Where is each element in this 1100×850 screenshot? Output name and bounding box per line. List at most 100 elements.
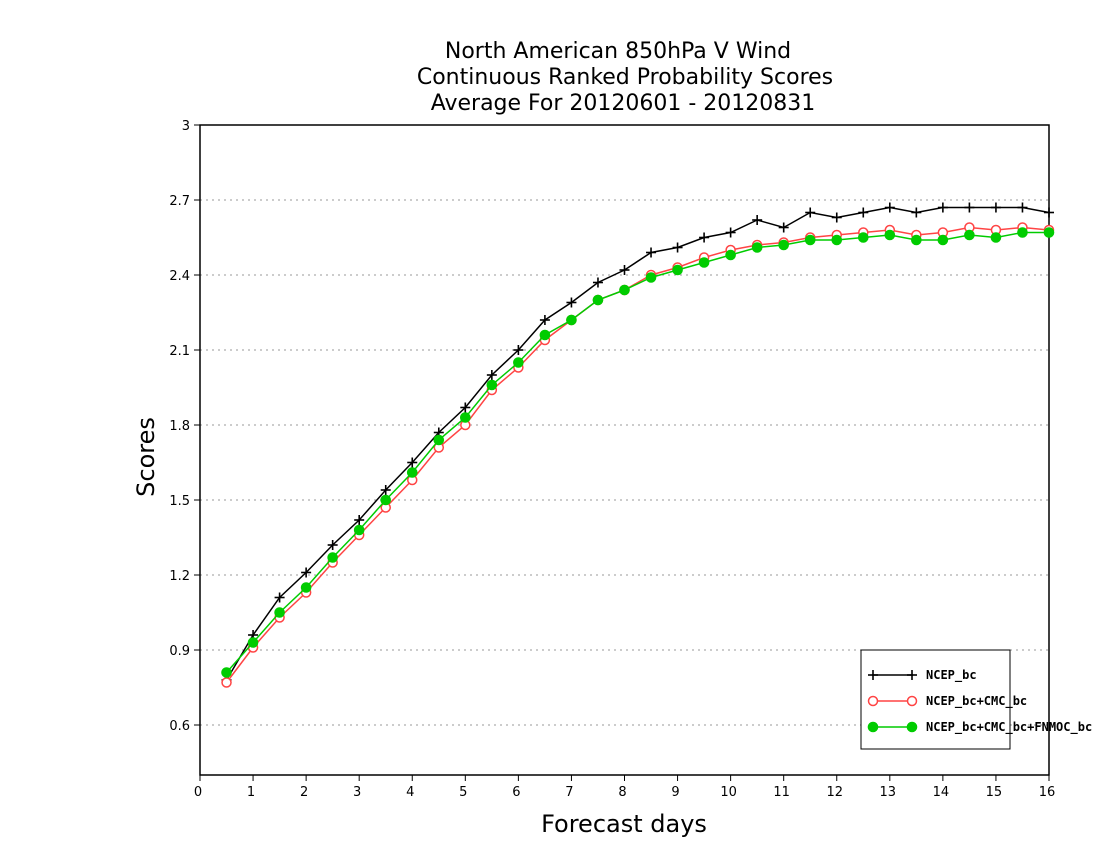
data-point-filled-circle bbox=[300, 582, 312, 593]
data-point-filled-circle bbox=[964, 229, 975, 241]
x-tick-label: 11 bbox=[773, 785, 790, 800]
data-point-filled-circle bbox=[274, 607, 285, 618]
data-point-plus bbox=[868, 670, 878, 680]
data-point-filled-circle bbox=[1043, 227, 1055, 238]
data-point-plus bbox=[831, 212, 842, 223]
data-point-filled-circle bbox=[645, 272, 657, 283]
chart-title: North American 850hPa V Wind Continuous … bbox=[417, 39, 833, 116]
title-line-2: Continuous Ranked Probability Scores bbox=[417, 65, 833, 90]
series-line bbox=[225, 231, 1049, 673]
x-tick-label: 2 bbox=[300, 785, 308, 800]
data-point-filled-circle bbox=[433, 434, 445, 446]
x-tick-label: 5 bbox=[459, 785, 467, 800]
y-tick-label: 2.4 bbox=[169, 269, 190, 284]
legend: NCEP_bc NCEP_bc+CMC_bc NCEP_bc+CMC_bc+FNMO… bbox=[860, 649, 1092, 750]
x-tick-label: 16 bbox=[1039, 785, 1056, 800]
legend-items: NCEP_bc NCEP_bc+CMC_bc NCEP_bc+CMC_bc+FNMO… bbox=[867, 668, 1092, 735]
x-tick-label: 14 bbox=[933, 785, 950, 800]
y-tick-label: 2.7 bbox=[169, 194, 190, 209]
title-line-3: Average For 20120601 - 20120831 bbox=[431, 91, 816, 116]
series-line bbox=[225, 226, 1050, 683]
data-point-plus bbox=[911, 207, 922, 218]
data-point-filled-circle bbox=[221, 667, 232, 678]
x-tick-label: 12 bbox=[826, 785, 843, 800]
y-tick-label: 2.1 bbox=[169, 344, 190, 359]
data-point-filled-circle bbox=[831, 234, 843, 246]
data-point-filled-circle bbox=[990, 232, 1002, 243]
data-point-filled-circle bbox=[1017, 227, 1028, 238]
x-tick-label: 15 bbox=[986, 785, 1003, 800]
x-tick-label: 9 bbox=[671, 785, 679, 800]
data-point-plus bbox=[274, 592, 285, 603]
data-point-filled-circle bbox=[804, 234, 816, 246]
y-tick-label: 0.9 bbox=[169, 644, 190, 659]
y-axis-ticks: 0.6 0.9 1.2 1.5 1.8 2.1 2.4 2.7 3 bbox=[169, 119, 200, 734]
y-axis-label: Scores bbox=[132, 417, 160, 497]
data-point-filled-circle bbox=[906, 721, 918, 733]
series-1 bbox=[221, 222, 1055, 688]
x-tick-label: 8 bbox=[618, 785, 626, 800]
data-point-plus bbox=[592, 277, 603, 288]
x-tick-label: 4 bbox=[406, 785, 414, 800]
data-point-filled-circle bbox=[619, 284, 630, 296]
series-line bbox=[225, 206, 1050, 681]
data-point-filled-circle bbox=[867, 721, 879, 733]
series-layer bbox=[221, 202, 1055, 688]
data-point-plus bbox=[619, 265, 630, 275]
data-point-filled-circle bbox=[406, 467, 418, 478]
legend-label: NCEP_bc+CMC_bc+FNMOC_bc bbox=[926, 720, 1092, 735]
x-axis-ticks: 0 1 2 3 4 5 6 7 8 9 10 11 12 13 14 15 16 bbox=[194, 775, 1055, 800]
data-point-filled-circle bbox=[884, 229, 896, 241]
x-tick-label: 10 bbox=[720, 785, 737, 800]
data-point-plus bbox=[964, 202, 975, 213]
data-point-filled-circle bbox=[698, 257, 710, 268]
data-point-plus bbox=[646, 247, 657, 258]
data-point-plus bbox=[301, 567, 312, 578]
x-axis-label: Forecast days bbox=[541, 810, 707, 838]
data-point-open-circle bbox=[906, 695, 918, 707]
data-point-plus bbox=[407, 457, 418, 468]
x-tick-label: 0 bbox=[194, 785, 202, 800]
data-point-plus bbox=[858, 207, 869, 218]
x-tick-label: 1 bbox=[247, 785, 255, 800]
data-point-plus bbox=[699, 232, 710, 243]
series-0 bbox=[221, 202, 1054, 685]
legend-item: NCEP_bc bbox=[868, 668, 977, 683]
data-point-plus bbox=[380, 485, 391, 495]
data-point-plus bbox=[907, 670, 917, 680]
data-point-filled-circle bbox=[751, 242, 763, 253]
data-point-filled-circle bbox=[672, 264, 683, 276]
data-point-plus bbox=[486, 370, 497, 380]
legend-box bbox=[860, 649, 1011, 750]
data-point-plus bbox=[778, 222, 789, 233]
data-point-plus bbox=[672, 242, 683, 253]
title-line-1: North American 850hPa V Wind bbox=[445, 39, 791, 64]
y-tick-label: 3 bbox=[182, 119, 190, 134]
data-point-plus bbox=[513, 345, 524, 355]
data-point-filled-circle bbox=[327, 552, 338, 563]
data-point-plus bbox=[1044, 207, 1054, 218]
y-tick-label: 1.2 bbox=[169, 569, 190, 584]
data-point-filled-circle bbox=[566, 314, 577, 326]
data-point-filled-circle bbox=[778, 239, 789, 251]
data-point-filled-circle bbox=[937, 234, 949, 246]
y-tick-label: 0.6 bbox=[169, 719, 190, 734]
data-point-open-circle bbox=[221, 677, 232, 688]
x-tick-label: 3 bbox=[353, 785, 361, 800]
data-point-filled-circle bbox=[353, 524, 365, 536]
grid-lines bbox=[200, 199, 1049, 726]
data-point-plus bbox=[990, 202, 1001, 213]
data-point-plus bbox=[566, 297, 577, 308]
data-point-plus bbox=[327, 540, 338, 550]
data-point-plus bbox=[1017, 202, 1028, 213]
y-tick-label: 1.5 bbox=[169, 494, 190, 509]
data-point-filled-circle bbox=[380, 494, 392, 506]
y-tick-label: 1.8 bbox=[169, 419, 190, 434]
data-point-filled-circle bbox=[513, 357, 524, 368]
x-tick-label: 6 bbox=[512, 785, 520, 800]
series-2 bbox=[221, 227, 1055, 678]
data-point-filled-circle bbox=[486, 379, 498, 391]
data-point-plus bbox=[937, 202, 948, 213]
legend-label: NCEP_bc bbox=[926, 668, 977, 683]
data-point-filled-circle bbox=[725, 249, 736, 261]
